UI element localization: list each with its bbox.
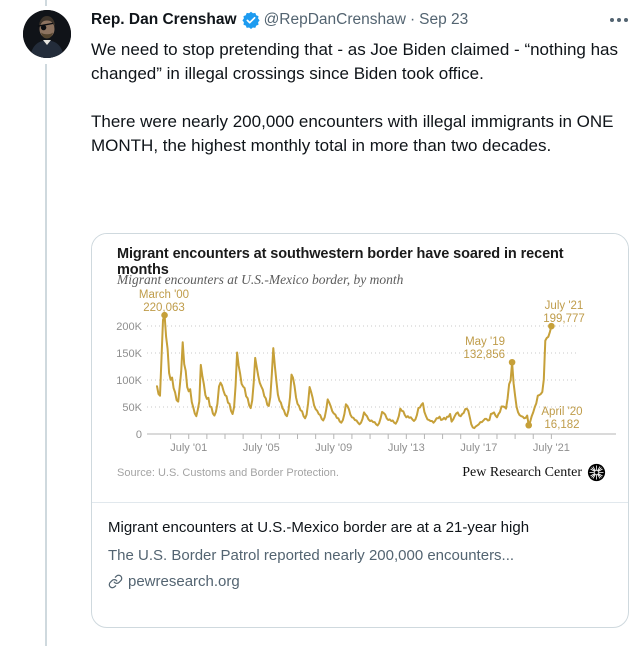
chart-subtitle: Migrant encounters at U.S.-Mexico border…: [117, 272, 404, 287]
pew-branding: Pew Research Center: [462, 463, 606, 482]
pew-logo-icon: [587, 463, 606, 482]
svg-text:July '13: July '13: [388, 442, 425, 454]
avatar[interactable]: [23, 10, 71, 58]
tweet-header: Rep. Dan Crenshaw @RepDanCrenshaw · Sep …: [91, 10, 630, 30]
svg-text:July '05: July '05: [243, 442, 280, 454]
link-icon: [108, 574, 123, 589]
thread-line-top: [45, 0, 47, 6]
svg-text:220,063: 220,063: [143, 302, 185, 314]
svg-text:100K: 100K: [116, 375, 142, 387]
svg-text:July '21: July '21: [545, 300, 584, 312]
svg-text:150K: 150K: [116, 348, 142, 360]
svg-text:July '01: July '01: [170, 442, 207, 454]
svg-text:199,777: 199,777: [543, 313, 585, 325]
svg-text:March '00: March '00: [139, 289, 189, 301]
svg-text:July '17: July '17: [460, 442, 497, 454]
card-domain[interactable]: pewresearch.org: [128, 573, 240, 590]
card-title: Migrant encounters at U.S.-Mexico border…: [108, 519, 530, 536]
svg-text:July '21: July '21: [533, 442, 570, 454]
author-handle[interactable]: @RepDanCrenshaw: [263, 11, 406, 28]
svg-text:132,856: 132,856: [463, 349, 505, 361]
link-card[interactable]: Migrant encounters at southwestern borde…: [91, 233, 629, 628]
verified-badge-icon: [241, 11, 260, 29]
avatar-photo: [23, 10, 71, 58]
svg-text:16,182: 16,182: [544, 419, 579, 431]
thread-line: [45, 64, 47, 646]
timestamp[interactable]: Sep 23: [419, 11, 469, 28]
svg-text:50K: 50K: [122, 402, 142, 414]
source-note: Source: U.S. Customs and Border Protecti…: [117, 467, 339, 479]
svg-text:July '09: July '09: [315, 442, 352, 454]
svg-text:April '20: April '20: [541, 406, 582, 418]
more-options-button[interactable]: [608, 16, 630, 24]
header-separator: ·: [409, 11, 416, 28]
card-text-section: Migrant encounters at U.S.-Mexico border…: [92, 503, 628, 590]
svg-text:200K: 200K: [116, 321, 142, 333]
tweet-paragraph: We need to stop pretending that - as Joe…: [91, 40, 619, 83]
tweet-text: We need to stop pretending that - as Joe…: [91, 38, 631, 158]
svg-text:0: 0: [136, 429, 142, 441]
author-name[interactable]: Rep. Dan Crenshaw: [91, 11, 237, 28]
pew-logotype: Pew Research Center: [462, 464, 582, 480]
chart-plot: 0 50K 100K 150K 200K July '01 July '05 July '09…: [116, 289, 616, 454]
card-description: The U.S. Border Patrol reported nearly 2…: [108, 547, 515, 564]
chart-title: Migrant encounters at southwestern borde…: [117, 246, 564, 278]
chart-image: Migrant encounters at southwestern borde…: [92, 234, 628, 503]
tweet-paragraph: There were nearly 200,000 encounters wit…: [91, 112, 614, 155]
svg-text:May '19: May '19: [465, 336, 505, 348]
